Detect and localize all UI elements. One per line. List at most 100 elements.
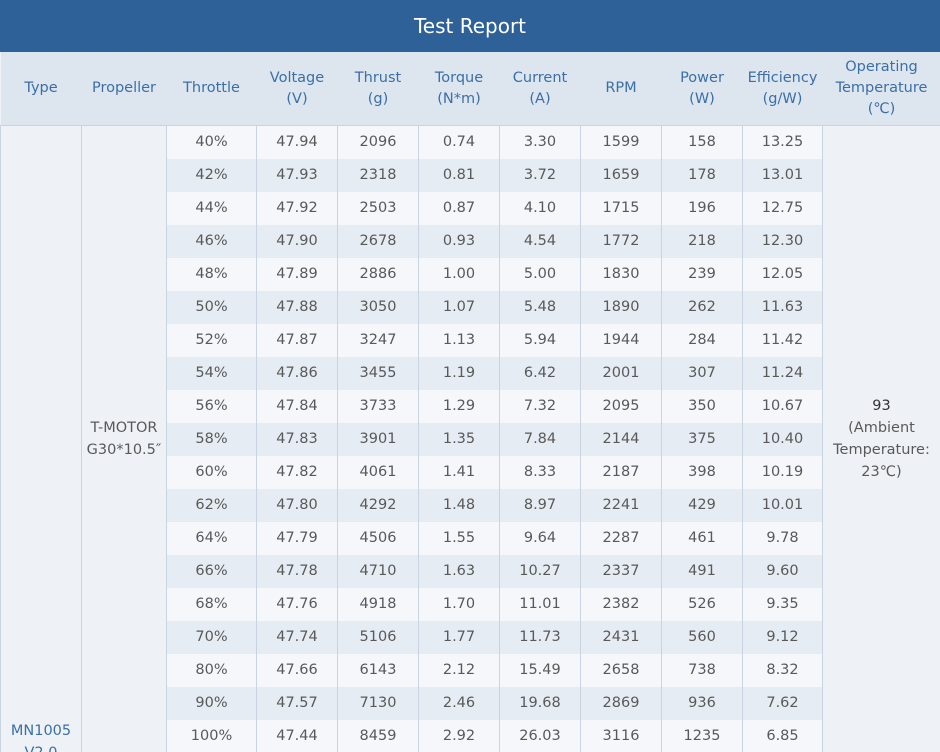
data-cell: 4506 <box>337 521 419 555</box>
data-cell: 2144 <box>580 422 662 456</box>
column-header: Type <box>0 52 82 126</box>
data-cell: 1.55 <box>418 521 500 555</box>
data-cell: 218 <box>661 224 743 258</box>
data-cell: 8459 <box>337 719 419 752</box>
table-row: 100% 47.44 8459 2.92 26.03 3116 1235 6.85 <box>1 719 940 752</box>
data-cell: 2.12 <box>418 653 500 687</box>
data-cell: 6.85 <box>742 719 823 752</box>
data-cell: 2001 <box>580 356 662 390</box>
data-cell: 1.29 <box>418 389 500 423</box>
data-cell: 3455 <box>337 356 419 390</box>
data-cell: 239 <box>661 257 743 291</box>
data-cell: 4061 <box>337 455 419 489</box>
data-cell: 1.41 <box>418 455 500 489</box>
data-cell: 158 <box>661 125 743 159</box>
data-cell: 1.07 <box>418 290 500 324</box>
data-cell: 7.32 <box>499 389 581 423</box>
data-cell: 936 <box>661 686 743 720</box>
data-cell: 307 <box>661 356 743 390</box>
data-cell: 1.63 <box>418 554 500 588</box>
data-cell: 47.87 <box>256 323 338 357</box>
data-cell: 2.46 <box>418 686 500 720</box>
temperature-cell: 93 (Ambient Temperature: 23℃) <box>822 125 940 752</box>
data-cell: 9.78 <box>742 521 823 555</box>
data-cell: 52% <box>166 323 257 357</box>
data-cell: 11.73 <box>499 620 581 654</box>
table-row: 42% 47.93 2318 0.81 3.72 1659 178 13.01 <box>1 158 940 192</box>
table-row: 44% 47.92 2503 0.87 4.10 1715 196 12.75 <box>1 191 940 225</box>
data-cell: 47.57 <box>256 686 338 720</box>
data-cell: 2503 <box>337 191 419 225</box>
column-header: Throttle <box>166 52 257 126</box>
data-cell: 11.01 <box>499 587 581 621</box>
data-cell: 58% <box>166 422 257 456</box>
data-cell: 560 <box>661 620 743 654</box>
data-cell: 80% <box>166 653 257 687</box>
data-cell: 2382 <box>580 587 662 621</box>
table-row: 46% 47.90 2678 0.93 4.54 1772 218 12.30 <box>1 224 940 258</box>
table-row: 80% 47.66 6143 2.12 15.49 2658 738 8.32 <box>1 653 940 687</box>
data-cell: 4918 <box>337 587 419 621</box>
data-cell: 1.00 <box>418 257 500 291</box>
data-cell: 11.42 <box>742 323 823 357</box>
table-row: 58% 47.83 3901 1.35 7.84 2144 375 10.40 <box>1 422 940 456</box>
data-cell: 2241 <box>580 488 662 522</box>
data-cell: 6.42 <box>499 356 581 390</box>
data-cell: 64% <box>166 521 257 555</box>
data-cell: 8.33 <box>499 455 581 489</box>
table-row: 68% 47.76 4918 1.70 11.01 2382 526 9.35 <box>1 587 940 621</box>
data-cell: 429 <box>661 488 743 522</box>
table-row: 90% 47.57 7130 2.46 19.68 2869 936 7.62 <box>1 686 940 720</box>
data-cell: 2337 <box>580 554 662 588</box>
data-cell: 42% <box>166 158 257 192</box>
data-cell: 2287 <box>580 521 662 555</box>
data-cell: 13.25 <box>742 125 823 159</box>
data-cell: 3050 <box>337 290 419 324</box>
table-body: MN1005 V2.0 T-MOTOR G30*10.5″40%47.942096… <box>0 125 940 752</box>
data-cell: 2187 <box>580 455 662 489</box>
table-row: 56% 47.84 3733 1.29 7.32 2095 350 10.67 <box>1 389 940 423</box>
data-cell: 8.97 <box>499 488 581 522</box>
data-cell: 68% <box>166 587 257 621</box>
data-cell: 47.90 <box>256 224 338 258</box>
data-cell: 2.92 <box>418 719 500 752</box>
data-cell: 1715 <box>580 191 662 225</box>
data-cell: 40% <box>166 125 257 159</box>
data-cell: 12.75 <box>742 191 823 225</box>
column-header: RPM <box>580 52 662 126</box>
data-cell: 62% <box>166 488 257 522</box>
data-cell: 9.60 <box>742 554 823 588</box>
table-row: 60% 47.82 4061 1.41 8.33 2187 398 10.19 <box>1 455 940 489</box>
table-row: 54% 47.86 3455 1.19 6.42 2001 307 11.24 <box>1 356 940 390</box>
data-cell: 2678 <box>337 224 419 258</box>
data-cell: 178 <box>661 158 743 192</box>
column-header: Current (A) <box>499 52 581 126</box>
data-cell: 461 <box>661 521 743 555</box>
data-cell: 7.62 <box>742 686 823 720</box>
data-cell: 47.80 <box>256 488 338 522</box>
data-cell: 47.88 <box>256 290 338 324</box>
data-cell: 1.35 <box>418 422 500 456</box>
data-cell: 9.64 <box>499 521 581 555</box>
data-cell: 3247 <box>337 323 419 357</box>
data-cell: 1.70 <box>418 587 500 621</box>
data-cell: 44% <box>166 191 257 225</box>
type-label: MN1005 V2.0 <box>10 723 72 752</box>
data-cell: 2431 <box>580 620 662 654</box>
data-cell: 491 <box>661 554 743 588</box>
column-header: Propeller <box>81 52 167 126</box>
data-cell: 1235 <box>661 719 743 752</box>
data-cell: 7130 <box>337 686 419 720</box>
data-cell: 1599 <box>580 125 662 159</box>
data-cell: 9.12 <box>742 620 823 654</box>
data-cell: 1.13 <box>418 323 500 357</box>
header-row: Type Propeller Throttle Voltage (V) Thrust (… <box>0 52 940 126</box>
data-cell: 1.19 <box>418 356 500 390</box>
column-header: Operating Temperature (℃) <box>822 52 940 126</box>
data-cell: 47.92 <box>256 191 338 225</box>
data-cell: 350 <box>661 389 743 423</box>
data-cell: 66% <box>166 554 257 588</box>
data-cell: 10.19 <box>742 455 823 489</box>
data-cell: 2318 <box>337 158 419 192</box>
